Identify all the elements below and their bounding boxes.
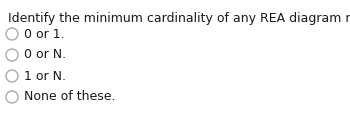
- Text: 0 or N.: 0 or N.: [24, 48, 66, 61]
- Text: 1 or N.: 1 or N.: [24, 69, 66, 83]
- Text: Identify the minimum cardinality of any REA diagram relationship.: Identify the minimum cardinality of any …: [8, 12, 350, 25]
- Text: None of these.: None of these.: [24, 90, 116, 103]
- Text: 0 or 1.: 0 or 1.: [24, 27, 65, 41]
